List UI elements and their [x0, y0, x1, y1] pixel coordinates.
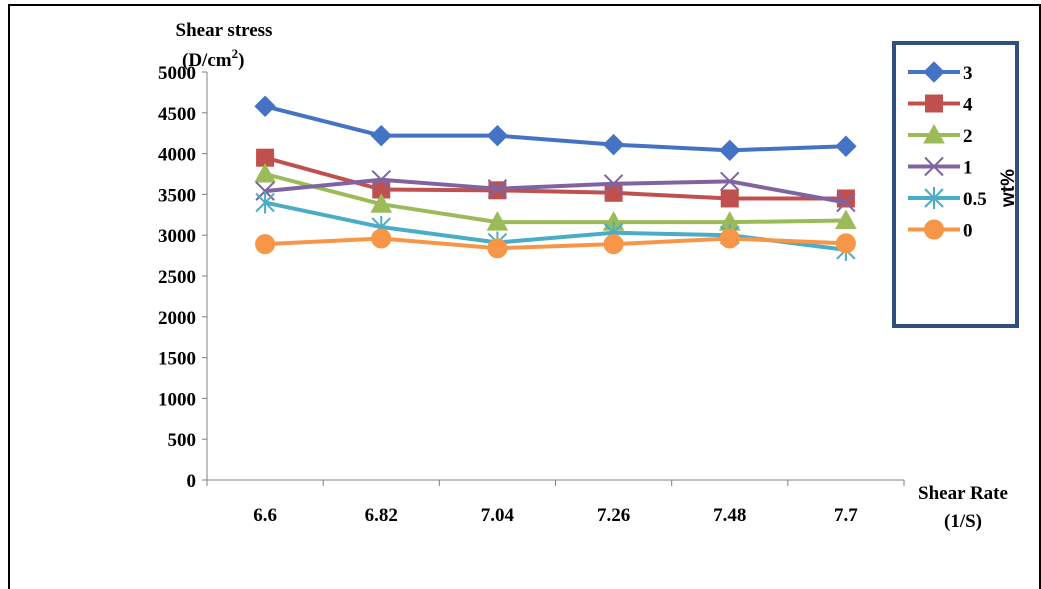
legend-item-3: 3 — [908, 61, 973, 84]
y-tick-label: 4500 — [158, 104, 196, 125]
series-line — [264, 177, 847, 205]
legend-label: 0 — [963, 221, 973, 242]
series-0 — [255, 228, 856, 259]
data-point — [254, 95, 276, 117]
series-line — [264, 172, 846, 225]
legend-item-2: 2 — [908, 123, 973, 147]
data-point — [835, 233, 856, 254]
data-point — [254, 162, 276, 183]
data-point — [371, 170, 391, 190]
legend-label: 4 — [963, 95, 973, 116]
y-tick-label: 1000 — [158, 389, 196, 410]
legend-label: 0.5 — [963, 189, 987, 210]
y-tick-label: 1500 — [158, 349, 196, 370]
data-point — [835, 209, 857, 230]
data-point — [370, 124, 392, 147]
axes — [202, 71, 905, 486]
x-axis-title-unit: (1/S) — [944, 511, 982, 532]
legend-marker — [925, 94, 943, 113]
data-point — [836, 189, 855, 208]
legend-item-4: 4 — [908, 94, 973, 116]
data-point — [603, 174, 624, 194]
data-point — [720, 189, 739, 208]
series-line — [264, 155, 846, 201]
x-tick-labels: 6.6 6.82 7.04 7.26 7.48 7.7 — [253, 505, 858, 526]
data-point — [720, 171, 740, 192]
x-tick-label: 7.04 — [481, 505, 515, 526]
y-axis-title: Shear stress — [176, 20, 273, 41]
data-point — [371, 228, 392, 249]
legend-marker — [923, 61, 945, 83]
legend-items: 3 4 2 1 0.5 0 — [908, 61, 987, 242]
data-point — [604, 183, 623, 202]
series-3 — [254, 95, 857, 162]
series-0.5 — [255, 191, 856, 261]
y-tick-label: 0 — [187, 471, 197, 492]
y-tick-label: 5000 — [158, 63, 196, 84]
y-tick-label: 3500 — [158, 185, 196, 206]
data-point — [486, 124, 509, 147]
x-tick-label: 7.26 — [597, 505, 630, 526]
series-line — [264, 200, 847, 252]
legend-label: 3 — [963, 63, 973, 84]
y-tick-labels: 0 500 1000 1500 2000 2500 3000 3500 4000 4500 5000 — [158, 63, 196, 492]
legend-marker — [924, 156, 944, 177]
data-point — [603, 234, 624, 255]
y-tick-label: 2500 — [158, 267, 196, 288]
legend-marker — [923, 123, 945, 144]
data-point — [602, 133, 625, 156]
y-tick-label: 3000 — [158, 226, 196, 247]
x-tick-label: 7.7 — [834, 505, 858, 526]
series-4 — [256, 148, 855, 208]
data-point — [487, 238, 508, 259]
data-point — [719, 228, 740, 249]
x-tick-label: 6.82 — [365, 505, 398, 526]
x-tick-label: 6.6 — [253, 505, 277, 526]
y-axis-unit-base: (D/cm — [182, 50, 232, 71]
legend-box — [892, 41, 1019, 328]
legend-marker — [924, 219, 944, 240]
data-point — [835, 135, 857, 157]
x-axis-title: Shear Rate — [918, 483, 1008, 504]
data-point — [255, 234, 276, 255]
data-point — [836, 192, 856, 213]
legend-item-0: 0 — [908, 219, 973, 242]
series-line — [264, 236, 847, 251]
legend-title: wt% — [998, 169, 1019, 208]
legend-item-1: 1 — [908, 156, 973, 179]
legend-label: 2 — [963, 126, 973, 147]
x-tick-label: 7.48 — [713, 505, 746, 526]
y-axis-unit: (D/cm2) — [182, 46, 244, 71]
legend: wt% 3 4 2 1 0.5 0 — [892, 41, 1019, 328]
plot-area — [254, 95, 857, 261]
data-point — [486, 211, 509, 231]
data-point — [487, 178, 508, 199]
y-axis-unit-close: ) — [238, 50, 244, 71]
legend-label: 1 — [963, 158, 973, 179]
data-point — [719, 139, 741, 162]
data-point — [255, 191, 275, 214]
legend-marker — [924, 187, 944, 209]
chart-frame — [8, 4, 1041, 589]
y-tick-label: 500 — [168, 430, 197, 451]
y-tick-label: 4000 — [158, 145, 196, 166]
y-axis-unit-sup: 2 — [232, 46, 239, 61]
legend-item-0.5: 0.5 — [908, 187, 987, 210]
y-tick-label: 2000 — [158, 308, 196, 329]
data-point — [370, 193, 393, 213]
series-line — [264, 104, 846, 153]
